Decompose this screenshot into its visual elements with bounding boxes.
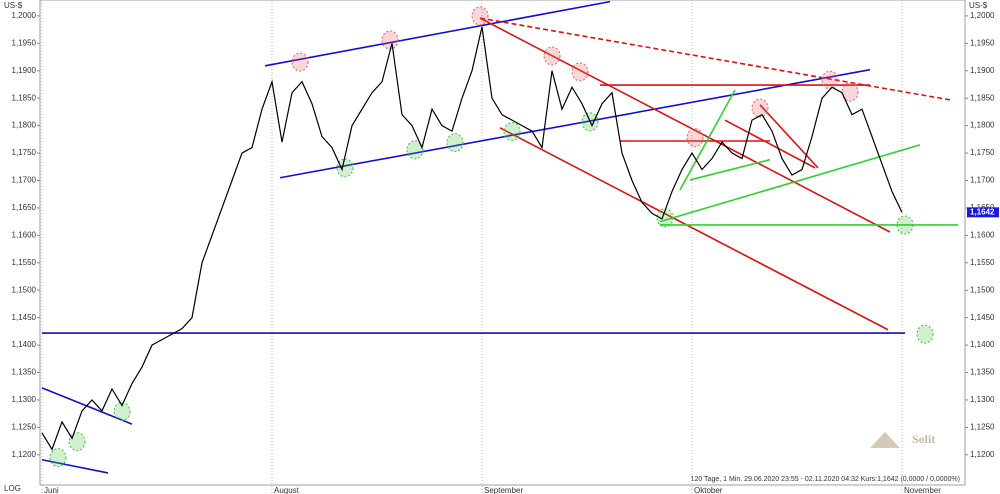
highlight-marker [916,324,934,344]
y-tick-label: 1,1650 [12,203,37,212]
y-tick-label: 1,2000 [12,11,37,20]
y-tick-label: 1,1450 [12,313,37,322]
y-tick-label: 1,1850 [970,93,995,102]
watermark: Solit [912,432,935,446]
y-tick-label: 1,1350 [12,368,37,377]
y-tick-label: 1,1550 [970,258,995,267]
y-tick-label: 1,1900 [12,66,37,75]
y-tick-label: 1,1750 [970,148,995,157]
x-tick-label: November [904,486,941,494]
x-tick-label: Oktober [694,486,723,494]
y-tick-label: 1,1800 [12,121,37,130]
scale-label: LOG [4,484,21,493]
y-tick-label: 1,1850 [12,93,37,102]
y-tick-label: 1,1300 [12,395,37,404]
y-tick-label: 1,1800 [970,121,995,130]
unit-label: US-$ [969,1,988,10]
y-tick-label: 1,1750 [12,148,37,157]
last-price-box [967,207,999,218]
highlight-marker [336,158,354,178]
y-tick-label: 1,1350 [970,368,995,377]
trend-line [41,458,109,474]
y-tick-label: 1,1400 [12,340,37,349]
x-tick-label: August [274,486,300,494]
y-tick-label: 1,1950 [12,38,37,47]
unit-label: US-$ [4,1,23,10]
y-tick-label: 1,1500 [970,285,995,294]
y-tick-label: 1,1250 [12,423,37,432]
y-tick-label: 1,1400 [970,340,995,349]
highlight-marker [751,98,769,118]
y-tick-label: 1,1700 [12,176,37,185]
y-tick-label: 1,1450 [970,313,995,322]
trend-line [759,104,819,169]
highlight-marker [821,70,839,90]
highlight-marker [291,52,309,72]
highlight-marker [68,432,86,452]
y-tick-label: 1,1200 [12,450,37,459]
y-tick-label: 1,1250 [970,423,995,432]
y-tick-label: 1,1500 [12,285,37,294]
last-price-label: 1,1642 [970,207,995,216]
y-tick-label: 1,1700 [970,176,995,185]
footer: 120 Tage, 1 Min. 29.06.2020 23:55 - 02.1… [691,476,960,483]
y-tick-label: 1,1600 [970,230,995,239]
trend-line [659,144,921,223]
highlight-marker [543,46,561,66]
trend-line [279,68,871,179]
highlight-marker [49,448,67,468]
trend-line [264,0,611,67]
watermark-logo [870,432,900,448]
trend-line [689,158,771,181]
y-tick-label: 1,1550 [12,258,37,267]
highlight-marker [571,62,589,82]
x-tick-label: Juni [44,486,59,494]
trend-line [679,89,736,191]
highlight-marker [446,133,464,153]
trend-line [479,17,891,233]
highlight-marker [503,122,521,142]
highlight-marker [406,140,424,160]
price-line [41,26,903,451]
highlight-marker [656,208,674,228]
highlight-marker [381,30,399,50]
y-tick-label: 1,1950 [970,38,995,47]
y-tick-label: 1,1900 [970,66,995,75]
y-tick-label: 1,1300 [970,395,995,404]
highlight-marker [896,215,914,235]
highlight-marker [841,82,859,102]
highlight-marker [686,128,704,148]
trend-line [724,119,816,169]
highlight-marker [471,6,489,26]
trend-line [499,127,889,331]
y-tick-label: 1,2000 [970,11,995,20]
y-tick-label: 1,1600 [12,230,37,239]
highlight-marker [113,401,131,421]
y-tick-label: 1,1200 [970,450,995,459]
x-tick-label: September [484,486,523,494]
